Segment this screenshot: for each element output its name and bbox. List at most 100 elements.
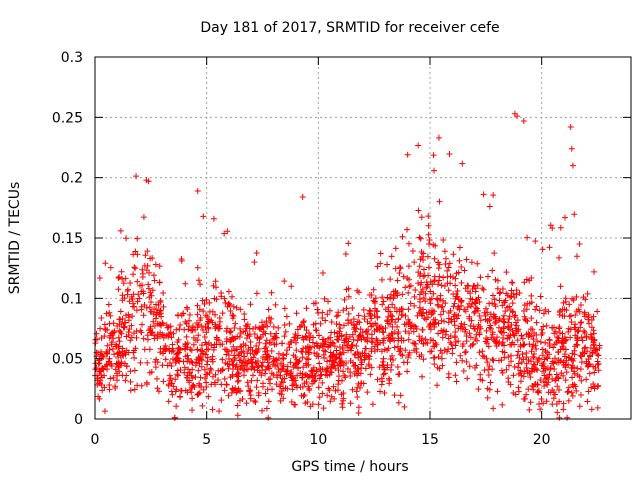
data-point [589,350,596,357]
data-point [230,303,237,310]
data-point [219,310,226,317]
data-point [265,414,272,421]
data-point [246,388,253,395]
data-point [417,281,424,288]
data-point [122,312,129,319]
data-point [399,291,406,298]
data-point [452,282,459,289]
data-point [411,302,418,309]
data-point [345,240,352,247]
data-point [316,375,323,382]
data-point [99,352,106,359]
data-point [192,337,199,344]
data-point [265,306,272,313]
data-point [103,350,110,357]
data-point [247,301,254,308]
data-point [591,369,598,376]
data-point [508,287,515,294]
data-point [398,306,405,313]
data-point [547,222,554,229]
data-point [311,349,318,356]
data-point [212,278,219,285]
data-point [355,409,362,416]
data-point [312,377,319,384]
data-point [565,397,572,404]
data-point [202,351,209,358]
data-point [314,350,321,357]
data-point [547,365,554,372]
data-point [139,273,146,280]
data-point [108,362,115,369]
data-point [96,275,103,282]
data-point [304,372,311,379]
data-point [229,366,236,373]
data-point [297,370,304,377]
data-point [425,240,432,247]
data-point [404,151,411,158]
data-point [484,309,491,316]
data-point [388,316,395,323]
data-point [289,386,296,393]
data-point [218,289,225,296]
data-point [533,319,540,326]
data-point [506,303,513,310]
data-point [313,342,320,349]
data-point [303,355,310,362]
data-point [577,352,584,359]
data-point [543,322,550,329]
data-point [147,299,154,306]
data-point [488,334,495,341]
data-point [566,313,573,320]
data-point [402,312,409,319]
data-point [487,311,494,318]
data-point [466,313,473,320]
data-point [574,335,581,342]
data-point [337,350,344,357]
data-point [573,387,580,394]
data-point [475,386,482,393]
data-point [368,338,375,345]
data-point [463,358,470,365]
data-point [553,371,560,378]
data-point [554,334,561,341]
x-tick-label: 5 [202,432,211,448]
data-point [122,377,129,384]
y-tick-label: 0.3 [61,50,83,66]
data-point [532,306,539,313]
data-point [417,235,424,242]
data-point [550,344,557,351]
data-point [343,305,350,312]
data-point [293,347,300,354]
data-point [322,341,329,348]
data-point [97,368,104,375]
data-point [143,379,150,386]
data-point [268,315,275,322]
data-point [591,337,598,344]
data-point [578,377,585,384]
data-point [430,152,437,159]
data-point [565,354,572,361]
data-point [319,379,326,386]
data-point [404,368,411,375]
data-point [510,390,517,397]
data-point [435,330,442,337]
data-point [425,213,432,220]
data-point [397,345,404,352]
data-point [560,345,567,352]
data-point [203,329,210,336]
data-point [396,264,403,271]
data-point [237,357,244,364]
data-point [493,318,500,325]
data-point [203,346,210,353]
data-point [185,366,192,373]
data-point [509,327,516,334]
data-point [323,368,330,375]
data-point [388,362,395,369]
data-point [197,317,204,324]
data-point [457,323,464,330]
data-point [576,308,583,315]
data-point [463,333,470,340]
data-point [252,399,259,406]
data-point [290,381,297,388]
data-point [416,263,423,270]
